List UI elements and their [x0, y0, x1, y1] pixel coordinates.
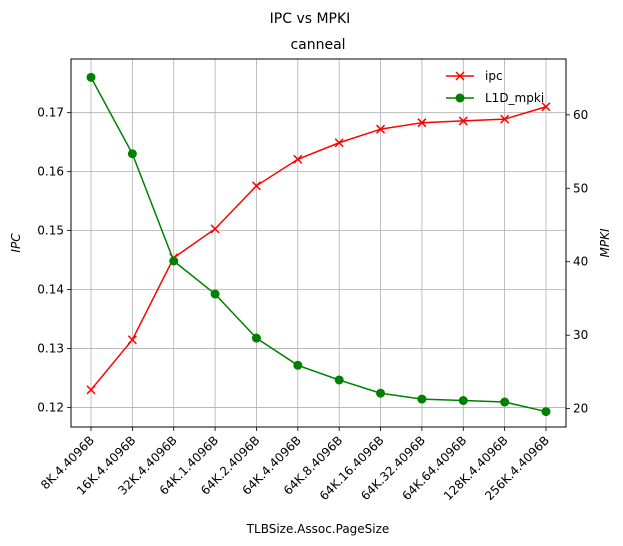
data-point-L1D_mpki [127, 149, 137, 159]
data-point-L1D_mpki [500, 397, 510, 407]
legend-label-L1D_mpki: L1D_mpki [485, 91, 544, 105]
y-axis-label-right: MPKI [598, 228, 612, 257]
legend-marker-L1D_mpki [455, 93, 465, 103]
data-point-L1D_mpki [541, 407, 551, 417]
data-point-ipc-stroke [334, 138, 344, 148]
y-tick-label-right: 20 [573, 402, 588, 416]
grid-lines [71, 59, 566, 427]
data-point-ipc-stroke [127, 335, 137, 345]
data-point-L1D_mpki [376, 388, 386, 398]
data-point-L1D_mpki [210, 289, 220, 299]
plot-frame [70, 58, 567, 428]
data-point-ipc [458, 116, 468, 126]
series-layer [86, 72, 551, 417]
y-tick-label-left: 0.12 [37, 401, 64, 415]
data-point-L1D_mpki [251, 333, 261, 343]
data-point-ipc-stroke [541, 102, 551, 112]
data-point-L1D_mpki [334, 375, 344, 385]
data-point-ipc-stroke [458, 116, 468, 126]
data-point-L1D_mpki [169, 256, 179, 266]
data-point-ipc [86, 385, 96, 395]
y-tick-label-left: 0.14 [37, 283, 64, 297]
x-axis-label: TLBSize.Assoc.PageSize [246, 522, 390, 536]
data-point-ipc-stroke [210, 224, 220, 234]
data-point-ipc [251, 181, 261, 191]
y-tick-label-right: 40 [573, 255, 588, 269]
data-point-ipc-stroke [86, 385, 96, 395]
chart-suptitle: IPC vs MPKI [270, 11, 351, 27]
data-point-ipc [376, 124, 386, 134]
legend-marker-ipc-stroke [455, 71, 465, 81]
series-line-ipc [90, 106, 547, 391]
y-tick-label-left: 0.13 [37, 342, 64, 356]
data-point-L1D_mpki [458, 396, 468, 406]
y-tick-label-left: 0.15 [37, 224, 64, 238]
legend-marker-ipc [455, 71, 465, 81]
data-point-ipc-stroke [376, 124, 386, 134]
y-tick-label-left: 0.17 [37, 106, 64, 120]
y-tick-label-right: 30 [573, 328, 588, 342]
data-point-ipc [500, 114, 510, 124]
data-point-L1D_mpki [86, 72, 96, 82]
data-point-ipc [334, 138, 344, 148]
chart-title: canneal [290, 37, 345, 53]
legend: ipc L1D_mpki [446, 69, 544, 105]
data-point-ipc [541, 102, 551, 112]
data-point-ipc [210, 224, 220, 234]
data-point-L1D_mpki [417, 394, 427, 404]
data-point-ipc-stroke [417, 118, 427, 128]
data-point-ipc-stroke [500, 114, 510, 124]
data-point-ipc [127, 335, 137, 345]
data-point-ipc-stroke [293, 154, 303, 164]
legend-label-ipc: ipc [485, 69, 503, 83]
data-point-ipc-stroke [251, 181, 261, 191]
y-axis-label-left: IPC [9, 233, 23, 253]
y-tick-label-right: 50 [573, 181, 588, 195]
y-tick-label-left: 0.16 [37, 165, 64, 179]
data-point-L1D_mpki [293, 360, 303, 370]
data-point-ipc [417, 118, 427, 128]
data-point-ipc [293, 154, 303, 164]
y-tick-label-right: 60 [573, 108, 588, 122]
series-line-L1D_mpki [90, 77, 547, 413]
